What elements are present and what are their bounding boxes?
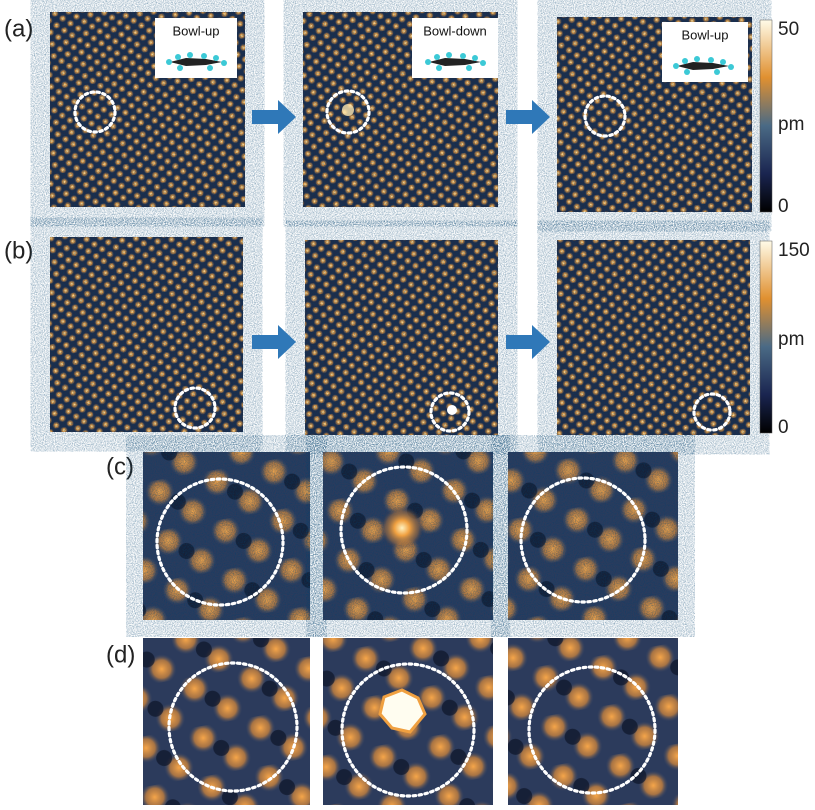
arrow xyxy=(506,325,550,359)
colorbar-min: 0 xyxy=(778,196,789,217)
bright-spot xyxy=(380,506,424,550)
inset-label: Bowl-up xyxy=(173,23,220,38)
bright-spot xyxy=(447,405,457,415)
figure: (a) Bowl-up Bowl-down Bowl-up 50 pm 0 (b… xyxy=(0,0,815,805)
colorbar-max: 50 xyxy=(778,19,799,40)
stm-zoom xyxy=(143,452,310,620)
stm-zoom xyxy=(508,638,678,805)
arrow xyxy=(252,100,296,134)
colorbar-max: 150 xyxy=(778,240,810,261)
colorbar xyxy=(760,20,772,212)
arrow xyxy=(252,325,296,359)
panel-label: (a) xyxy=(4,15,33,42)
inset-label: Bowl-up xyxy=(682,27,729,42)
colorbar-unit: pm xyxy=(778,329,804,350)
arrow xyxy=(506,100,550,134)
panel-label: (d) xyxy=(106,641,135,668)
panel-label: (b) xyxy=(4,237,33,264)
inset-label: Bowl-down xyxy=(423,23,487,38)
colorbar-min: 0 xyxy=(778,417,789,438)
colorbar xyxy=(760,241,772,433)
stm-image xyxy=(305,240,498,435)
stm-image xyxy=(557,240,750,435)
panel-label: (c) xyxy=(106,453,134,480)
bright-spot xyxy=(342,104,354,116)
colorbar-unit: pm xyxy=(778,114,804,135)
